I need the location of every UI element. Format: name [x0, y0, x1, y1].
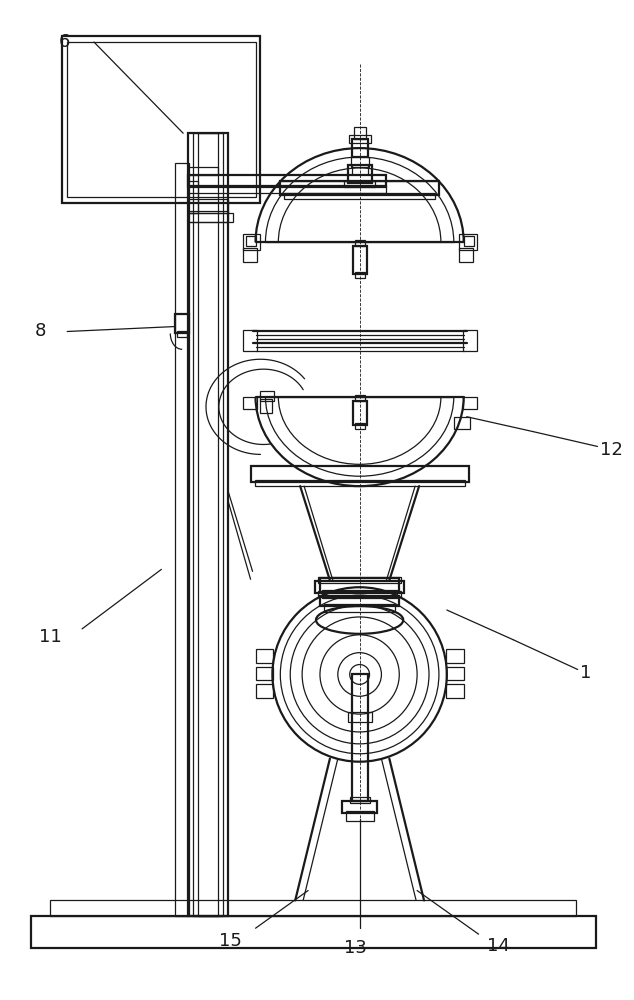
Bar: [30, 916, 595, 948]
Bar: [349, 135, 370, 143]
Bar: [446, 667, 463, 680]
Bar: [351, 157, 368, 167]
Bar: [178, 331, 187, 337]
Bar: [347, 165, 372, 183]
Bar: [188, 175, 386, 187]
Bar: [344, 181, 375, 187]
Bar: [255, 480, 465, 486]
Bar: [256, 667, 273, 680]
Bar: [318, 577, 401, 583]
Bar: [256, 684, 273, 698]
Bar: [446, 649, 463, 663]
Bar: [354, 240, 365, 246]
Bar: [188, 185, 386, 193]
Bar: [198, 133, 218, 916]
Bar: [318, 591, 401, 597]
Bar: [62, 36, 261, 203]
Bar: [315, 581, 404, 593]
Bar: [243, 397, 257, 409]
Text: 8: 8: [35, 322, 46, 340]
Bar: [346, 811, 373, 821]
Bar: [463, 397, 477, 409]
Bar: [175, 314, 189, 333]
Bar: [175, 163, 189, 916]
Bar: [67, 42, 256, 197]
Bar: [463, 236, 474, 246]
Bar: [250, 466, 469, 482]
Bar: [280, 181, 439, 195]
Bar: [354, 423, 365, 429]
Bar: [188, 167, 218, 175]
Bar: [446, 684, 463, 698]
Bar: [352, 674, 368, 801]
Bar: [261, 391, 275, 401]
Bar: [353, 401, 366, 425]
Bar: [352, 139, 368, 157]
Bar: [354, 127, 366, 139]
Bar: [350, 797, 370, 803]
Bar: [454, 417, 470, 429]
Bar: [320, 596, 399, 606]
Bar: [256, 649, 273, 663]
Bar: [324, 604, 396, 612]
Bar: [347, 712, 372, 722]
Bar: [322, 590, 398, 598]
Bar: [188, 181, 198, 213]
Text: 1: 1: [579, 664, 591, 682]
Bar: [245, 236, 256, 246]
Text: 14: 14: [487, 937, 510, 955]
Bar: [188, 211, 228, 222]
Text: 13: 13: [344, 939, 367, 957]
Bar: [243, 330, 257, 351]
Bar: [243, 234, 261, 250]
Text: 15: 15: [219, 932, 242, 950]
Bar: [261, 399, 273, 413]
Text: 6: 6: [58, 33, 70, 51]
Bar: [354, 272, 365, 278]
Bar: [354, 395, 365, 401]
Bar: [342, 801, 377, 813]
Bar: [459, 248, 472, 262]
Bar: [188, 199, 228, 213]
Bar: [188, 213, 233, 222]
Bar: [459, 234, 477, 250]
Bar: [353, 246, 366, 274]
Bar: [463, 330, 477, 351]
Bar: [284, 193, 435, 199]
Bar: [188, 133, 228, 916]
Bar: [50, 900, 576, 916]
Text: 11: 11: [39, 628, 61, 646]
Bar: [243, 248, 257, 262]
Bar: [193, 133, 223, 916]
Bar: [320, 578, 399, 592]
Text: 12: 12: [600, 441, 623, 459]
